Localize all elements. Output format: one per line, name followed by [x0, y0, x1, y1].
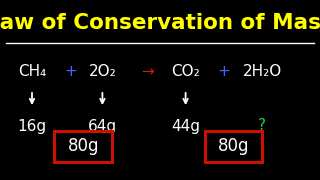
- Bar: [54, 130, 112, 162]
- Text: 2H₂O: 2H₂O: [243, 64, 282, 80]
- Text: 64g: 64g: [88, 118, 117, 134]
- Text: Law of Conservation of Mass: Law of Conservation of Mass: [0, 13, 320, 33]
- Bar: [205, 130, 262, 162]
- Text: ?: ?: [259, 118, 266, 134]
- Text: →: →: [141, 64, 154, 80]
- Text: 80g: 80g: [218, 137, 249, 155]
- Text: 44g: 44g: [171, 118, 200, 134]
- Text: 2O₂: 2O₂: [89, 64, 116, 80]
- Text: 16g: 16g: [17, 118, 47, 134]
- Text: 80g: 80g: [68, 137, 99, 155]
- Text: CO₂: CO₂: [171, 64, 200, 80]
- Text: +: +: [218, 64, 230, 80]
- Text: CH₄: CH₄: [18, 64, 46, 80]
- Text: +: +: [64, 64, 77, 80]
